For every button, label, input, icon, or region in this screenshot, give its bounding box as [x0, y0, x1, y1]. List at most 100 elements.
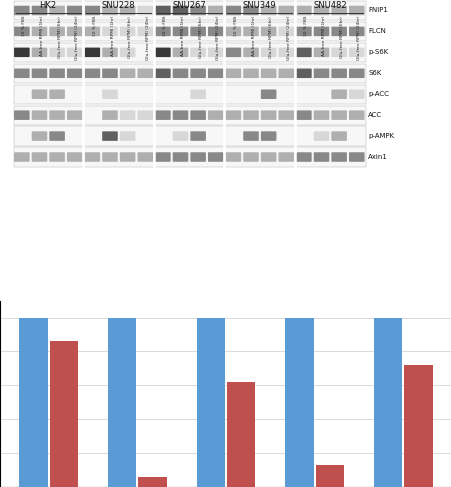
Text: p-ACC: p-ACC [368, 91, 388, 97]
FancyBboxPatch shape [67, 111, 83, 120]
Bar [373, 318, 401, 487]
Text: Glu-free RPMI (24hr): Glu-free RPMI (24hr) [75, 16, 79, 60]
FancyBboxPatch shape [243, 48, 258, 57]
FancyBboxPatch shape [102, 27, 118, 36]
FancyBboxPatch shape [313, 48, 329, 57]
FancyBboxPatch shape [295, 48, 311, 57]
Bar [108, 318, 136, 487]
FancyBboxPatch shape [155, 48, 170, 57]
Text: Glu-free RPMI (6hr): Glu-free RPMI (6hr) [339, 16, 343, 57]
FancyBboxPatch shape [295, 6, 311, 15]
FancyBboxPatch shape [243, 152, 258, 162]
FancyBboxPatch shape [102, 152, 118, 162]
FancyBboxPatch shape [313, 6, 329, 15]
FancyBboxPatch shape [225, 27, 241, 36]
FancyBboxPatch shape [155, 6, 170, 15]
FancyBboxPatch shape [243, 6, 258, 15]
FancyBboxPatch shape [190, 131, 206, 141]
FancyBboxPatch shape [348, 6, 364, 15]
Text: FNIP1: FNIP1 [368, 7, 387, 14]
FancyBboxPatch shape [84, 27, 100, 36]
Bar [14, 148, 365, 167]
FancyBboxPatch shape [225, 48, 241, 57]
FancyBboxPatch shape [243, 111, 258, 120]
FancyBboxPatch shape [243, 27, 258, 36]
FancyBboxPatch shape [84, 152, 100, 162]
Text: AA-free RPMI (1hr): AA-free RPMI (1hr) [251, 16, 255, 56]
Text: p-AMPK: p-AMPK [368, 133, 394, 139]
FancyBboxPatch shape [348, 152, 364, 162]
FancyBboxPatch shape [313, 152, 329, 162]
Bar [14, 1, 365, 20]
FancyBboxPatch shape [207, 48, 223, 57]
FancyBboxPatch shape [49, 90, 65, 99]
Text: Glu-free RPMI (6hr): Glu-free RPMI (6hr) [269, 16, 272, 57]
FancyBboxPatch shape [295, 27, 311, 36]
Bar [196, 318, 225, 487]
FancyBboxPatch shape [207, 152, 223, 162]
FancyBboxPatch shape [32, 90, 47, 99]
FancyBboxPatch shape [348, 90, 364, 99]
FancyBboxPatch shape [331, 90, 346, 99]
FancyBboxPatch shape [155, 27, 170, 36]
Text: SNU228: SNU228 [101, 1, 135, 10]
Text: p-S6K: p-S6K [368, 49, 388, 56]
Text: AA-free RPMI (1hr): AA-free RPMI (1hr) [321, 16, 325, 56]
FancyBboxPatch shape [172, 6, 188, 15]
FancyBboxPatch shape [102, 90, 118, 99]
Bar [315, 465, 343, 487]
Bar [14, 43, 365, 62]
FancyBboxPatch shape [172, 152, 188, 162]
FancyBboxPatch shape [49, 152, 65, 162]
Text: Glu-free RPMI (6hr): Glu-free RPMI (6hr) [128, 16, 132, 57]
Bar [14, 127, 365, 146]
FancyBboxPatch shape [84, 6, 100, 15]
FancyBboxPatch shape [67, 48, 83, 57]
FancyBboxPatch shape [313, 27, 329, 36]
FancyBboxPatch shape [120, 152, 135, 162]
FancyBboxPatch shape [49, 69, 65, 78]
FancyBboxPatch shape [172, 27, 188, 36]
FancyBboxPatch shape [331, 6, 346, 15]
FancyBboxPatch shape [120, 27, 135, 36]
Text: Glu-free RPMI (24hr): Glu-free RPMI (24hr) [145, 16, 149, 60]
FancyBboxPatch shape [295, 152, 311, 162]
Text: Glu-free RPMI (6hr): Glu-free RPMI (6hr) [198, 16, 202, 57]
FancyBboxPatch shape [278, 111, 294, 120]
FancyBboxPatch shape [137, 111, 153, 120]
FancyBboxPatch shape [260, 111, 276, 120]
FancyBboxPatch shape [32, 48, 47, 57]
FancyBboxPatch shape [102, 69, 118, 78]
Text: AA-free RPMI (1hr): AA-free RPMI (1hr) [40, 16, 44, 56]
FancyBboxPatch shape [278, 6, 294, 15]
FancyBboxPatch shape [190, 27, 206, 36]
FancyBboxPatch shape [331, 27, 346, 36]
FancyBboxPatch shape [14, 152, 30, 162]
Text: 10 % FBS: 10 % FBS [93, 16, 97, 37]
FancyBboxPatch shape [331, 69, 346, 78]
Bar [14, 64, 365, 83]
FancyBboxPatch shape [137, 27, 153, 36]
FancyBboxPatch shape [32, 69, 47, 78]
FancyBboxPatch shape [260, 131, 276, 141]
FancyBboxPatch shape [313, 69, 329, 78]
Text: AA-free RPMI (1hr): AA-free RPMI (1hr) [180, 16, 184, 56]
FancyBboxPatch shape [348, 27, 364, 36]
FancyBboxPatch shape [331, 48, 346, 57]
FancyBboxPatch shape [137, 152, 153, 162]
FancyBboxPatch shape [190, 69, 206, 78]
Bar [50, 341, 78, 487]
FancyBboxPatch shape [260, 90, 276, 99]
FancyBboxPatch shape [260, 27, 276, 36]
FancyBboxPatch shape [190, 152, 206, 162]
FancyBboxPatch shape [155, 152, 170, 162]
Text: S6K: S6K [368, 70, 381, 76]
Text: HK2: HK2 [39, 1, 56, 10]
FancyBboxPatch shape [32, 152, 47, 162]
FancyBboxPatch shape [207, 27, 223, 36]
Bar [226, 382, 255, 487]
FancyBboxPatch shape [172, 48, 188, 57]
FancyBboxPatch shape [295, 111, 311, 120]
FancyBboxPatch shape [190, 90, 206, 99]
FancyBboxPatch shape [120, 6, 135, 15]
